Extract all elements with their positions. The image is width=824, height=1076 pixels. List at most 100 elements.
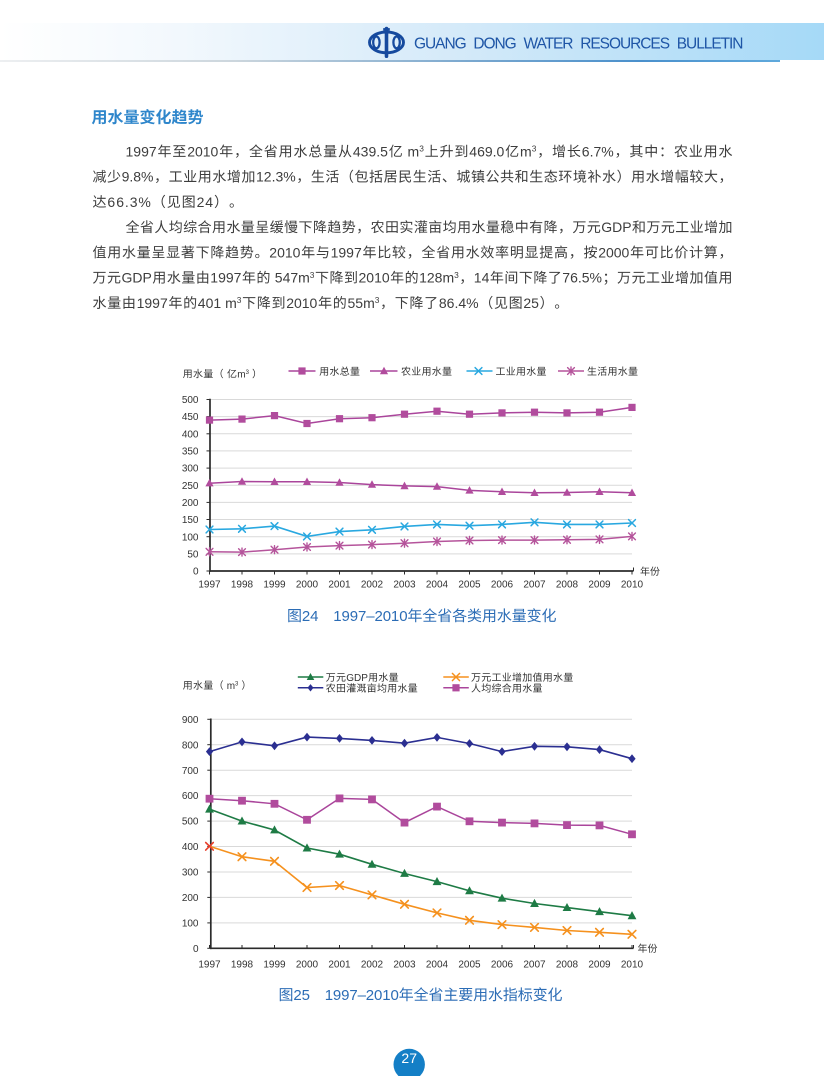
svg-text:2001: 2001 — [328, 580, 351, 591]
svg-text:2: 2 — [366, 987, 374, 1004]
svg-text:3: 3 — [375, 295, 380, 305]
svg-text:2009: 2009 — [588, 580, 611, 591]
svg-text:800: 800 — [182, 740, 199, 751]
svg-text:1998: 1998 — [231, 580, 254, 591]
svg-text:1999: 1999 — [263, 960, 286, 971]
svg-text:2: 2 — [293, 987, 301, 1004]
svg-text:2010: 2010 — [359, 270, 390, 286]
svg-text:1997: 1997 — [331, 244, 362, 260]
svg-text:1: 1 — [391, 608, 399, 625]
svg-text:401: 401 — [198, 295, 222, 311]
svg-text:2007: 2007 — [523, 960, 546, 971]
svg-text:6: 6 — [107, 194, 115, 210]
svg-text:9: 9 — [350, 608, 358, 625]
svg-text:m: m — [408, 143, 420, 159]
svg-text:–: – — [358, 987, 367, 1004]
svg-text:3: 3 — [130, 194, 138, 210]
svg-text:0: 0 — [193, 567, 199, 578]
svg-text:2003: 2003 — [393, 960, 416, 971]
svg-text:.: . — [125, 194, 129, 210]
svg-text:2: 2 — [197, 194, 205, 210]
svg-text:350: 350 — [182, 447, 199, 458]
svg-text:547m: 547m — [275, 270, 310, 286]
svg-text:2002: 2002 — [361, 960, 384, 971]
svg-text:6.7%: 6.7% — [582, 143, 614, 159]
svg-text:m: m — [225, 295, 237, 311]
svg-text:2008: 2008 — [556, 580, 579, 591]
svg-text:1998: 1998 — [231, 960, 254, 971]
svg-text:7: 7 — [349, 987, 357, 1004]
svg-text:12.3%: 12.3% — [256, 169, 296, 185]
svg-text:2: 2 — [375, 608, 383, 625]
svg-text:50: 50 — [187, 550, 199, 561]
svg-text:2000: 2000 — [598, 244, 629, 260]
svg-text:2010: 2010 — [269, 244, 300, 260]
svg-text:2007: 2007 — [523, 580, 546, 591]
svg-text:450: 450 — [182, 412, 199, 423]
svg-text:2004: 2004 — [426, 580, 449, 591]
svg-text:2009: 2009 — [588, 960, 611, 971]
svg-text:3: 3 — [310, 270, 315, 280]
svg-text:76.5%: 76.5% — [562, 270, 602, 286]
svg-text:5: 5 — [302, 987, 310, 1004]
svg-text:55m: 55m — [348, 295, 375, 311]
svg-text:1997: 1997 — [198, 960, 221, 971]
svg-text:0: 0 — [193, 944, 199, 955]
svg-text:2006: 2006 — [491, 960, 514, 971]
svg-text:1997: 1997 — [198, 580, 221, 591]
svg-text:2005: 2005 — [458, 960, 481, 971]
svg-text:100: 100 — [182, 919, 199, 930]
svg-text:1: 1 — [382, 987, 390, 1004]
svg-text:86.4%: 86.4% — [439, 295, 479, 311]
svg-text:1: 1 — [325, 987, 333, 1004]
svg-text:2010: 2010 — [187, 143, 218, 159]
svg-text:2: 2 — [302, 608, 310, 625]
svg-text:469.0: 469.0 — [469, 143, 504, 159]
svg-text:900: 900 — [182, 715, 199, 726]
svg-text:500: 500 — [182, 395, 199, 406]
svg-text:3: 3 — [246, 370, 250, 376]
svg-text:4: 4 — [205, 194, 213, 210]
svg-text:700: 700 — [182, 766, 199, 777]
svg-text:m: m — [227, 681, 235, 692]
svg-text:%: % — [138, 194, 150, 210]
svg-text:0: 0 — [391, 987, 399, 1004]
svg-text:1997: 1997 — [126, 143, 157, 159]
svg-text:m: m — [237, 369, 245, 380]
svg-text:0: 0 — [383, 608, 391, 625]
svg-text:200: 200 — [182, 893, 199, 904]
svg-text:3: 3 — [237, 295, 242, 305]
svg-text:128m: 128m — [419, 270, 454, 286]
svg-text:600: 600 — [182, 791, 199, 802]
svg-text:150: 150 — [182, 515, 199, 526]
svg-text:300: 300 — [182, 868, 199, 879]
svg-text:GDP: GDP — [122, 270, 152, 286]
svg-text:2004: 2004 — [426, 960, 449, 971]
svg-text:–: – — [366, 608, 375, 625]
svg-text:2001: 2001 — [328, 960, 351, 971]
svg-text:2008: 2008 — [556, 960, 579, 971]
svg-text:2010: 2010 — [621, 960, 644, 971]
svg-text:9: 9 — [341, 987, 349, 1004]
svg-text:7: 7 — [358, 608, 366, 625]
svg-text:250: 250 — [182, 481, 199, 492]
svg-text:300: 300 — [182, 464, 199, 475]
svg-text:25: 25 — [523, 295, 539, 311]
svg-text:400: 400 — [182, 842, 199, 853]
svg-text:400: 400 — [182, 429, 199, 440]
svg-text:1997: 1997 — [210, 270, 241, 286]
svg-text:1: 1 — [333, 608, 341, 625]
svg-text:2010: 2010 — [286, 295, 317, 311]
svg-text:2002: 2002 — [361, 580, 384, 591]
svg-text:6: 6 — [116, 194, 124, 210]
svg-text:1999: 1999 — [263, 580, 286, 591]
svg-text:2000: 2000 — [296, 580, 319, 591]
svg-text:m: m — [520, 143, 532, 159]
svg-text:9: 9 — [333, 987, 341, 1004]
svg-text:3: 3 — [532, 144, 537, 154]
svg-text:2000: 2000 — [296, 960, 319, 971]
svg-text:439.5: 439.5 — [353, 143, 388, 159]
svg-text:3: 3 — [419, 144, 424, 154]
svg-text:9: 9 — [342, 608, 350, 625]
svg-text:500: 500 — [182, 817, 199, 828]
